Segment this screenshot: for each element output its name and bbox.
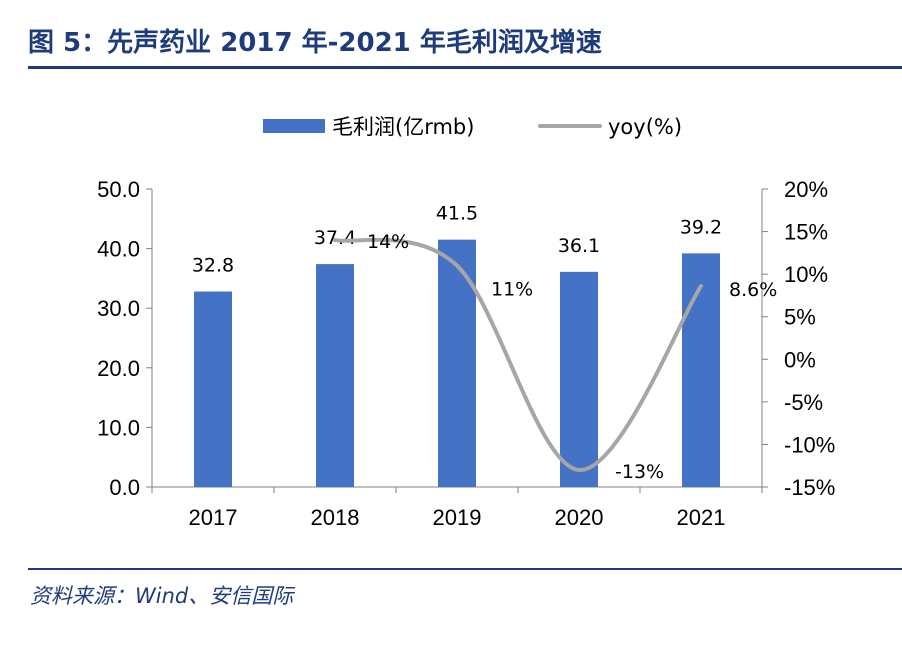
yoy-point-label: 14%	[367, 231, 409, 253]
y-right-tick-label: 5%	[784, 305, 816, 330]
yoy-point-label: 8.6%	[729, 279, 777, 301]
x-tick-label: 2019	[433, 505, 482, 530]
legend-label-bar: 毛利润(亿rmb)	[332, 115, 474, 139]
bar-value-label: 41.5	[436, 203, 478, 225]
legend-label-line: yoy(%)	[608, 115, 682, 139]
bar	[316, 264, 354, 487]
source-note: 资料来源：Wind、安信国际	[30, 584, 294, 608]
y-right-tick-label: -10%	[784, 432, 835, 457]
title-rule	[28, 66, 902, 69]
y-left-tick-label: 0.0	[109, 475, 140, 500]
bar	[194, 291, 232, 487]
y-right-tick-label: 20%	[784, 177, 828, 202]
bar	[560, 271, 598, 487]
bar-value-label: 32.8	[192, 255, 234, 277]
y-right-tick-label: 15%	[784, 220, 828, 245]
y-left-tick-label: 30.0	[97, 296, 140, 321]
y-left-tick-label: 10.0	[97, 415, 140, 440]
x-tick-label: 2020	[555, 505, 604, 530]
y-right-tick-label: -5%	[784, 390, 823, 415]
footer-rule	[28, 568, 902, 570]
y-right-tick-label: -15%	[784, 475, 835, 500]
bar	[682, 253, 720, 487]
yoy-line	[333, 237, 703, 472]
y-left-tick-label: 20.0	[97, 356, 140, 381]
y-left-tick-label: 40.0	[97, 237, 140, 262]
y-right-tick-label: 10%	[784, 262, 828, 287]
yoy-point-label: 11%	[491, 279, 533, 301]
x-tick-label: 2021	[677, 505, 726, 530]
yoy-point-label: -13%	[615, 461, 664, 483]
figure-title: 图 5：先声药业 2017 年-2021 年毛利润及增速	[28, 28, 602, 58]
bar-value-label: 39.2	[680, 216, 722, 238]
bar-value-label: 36.1	[558, 235, 600, 257]
x-tick-label: 2018	[311, 505, 360, 530]
legend-swatch-bar	[263, 119, 325, 133]
y-right-tick-label: 0%	[784, 347, 816, 372]
x-tick-label: 2017	[189, 505, 238, 530]
y-left-tick-label: 50.0	[97, 177, 140, 202]
bar	[438, 239, 476, 487]
